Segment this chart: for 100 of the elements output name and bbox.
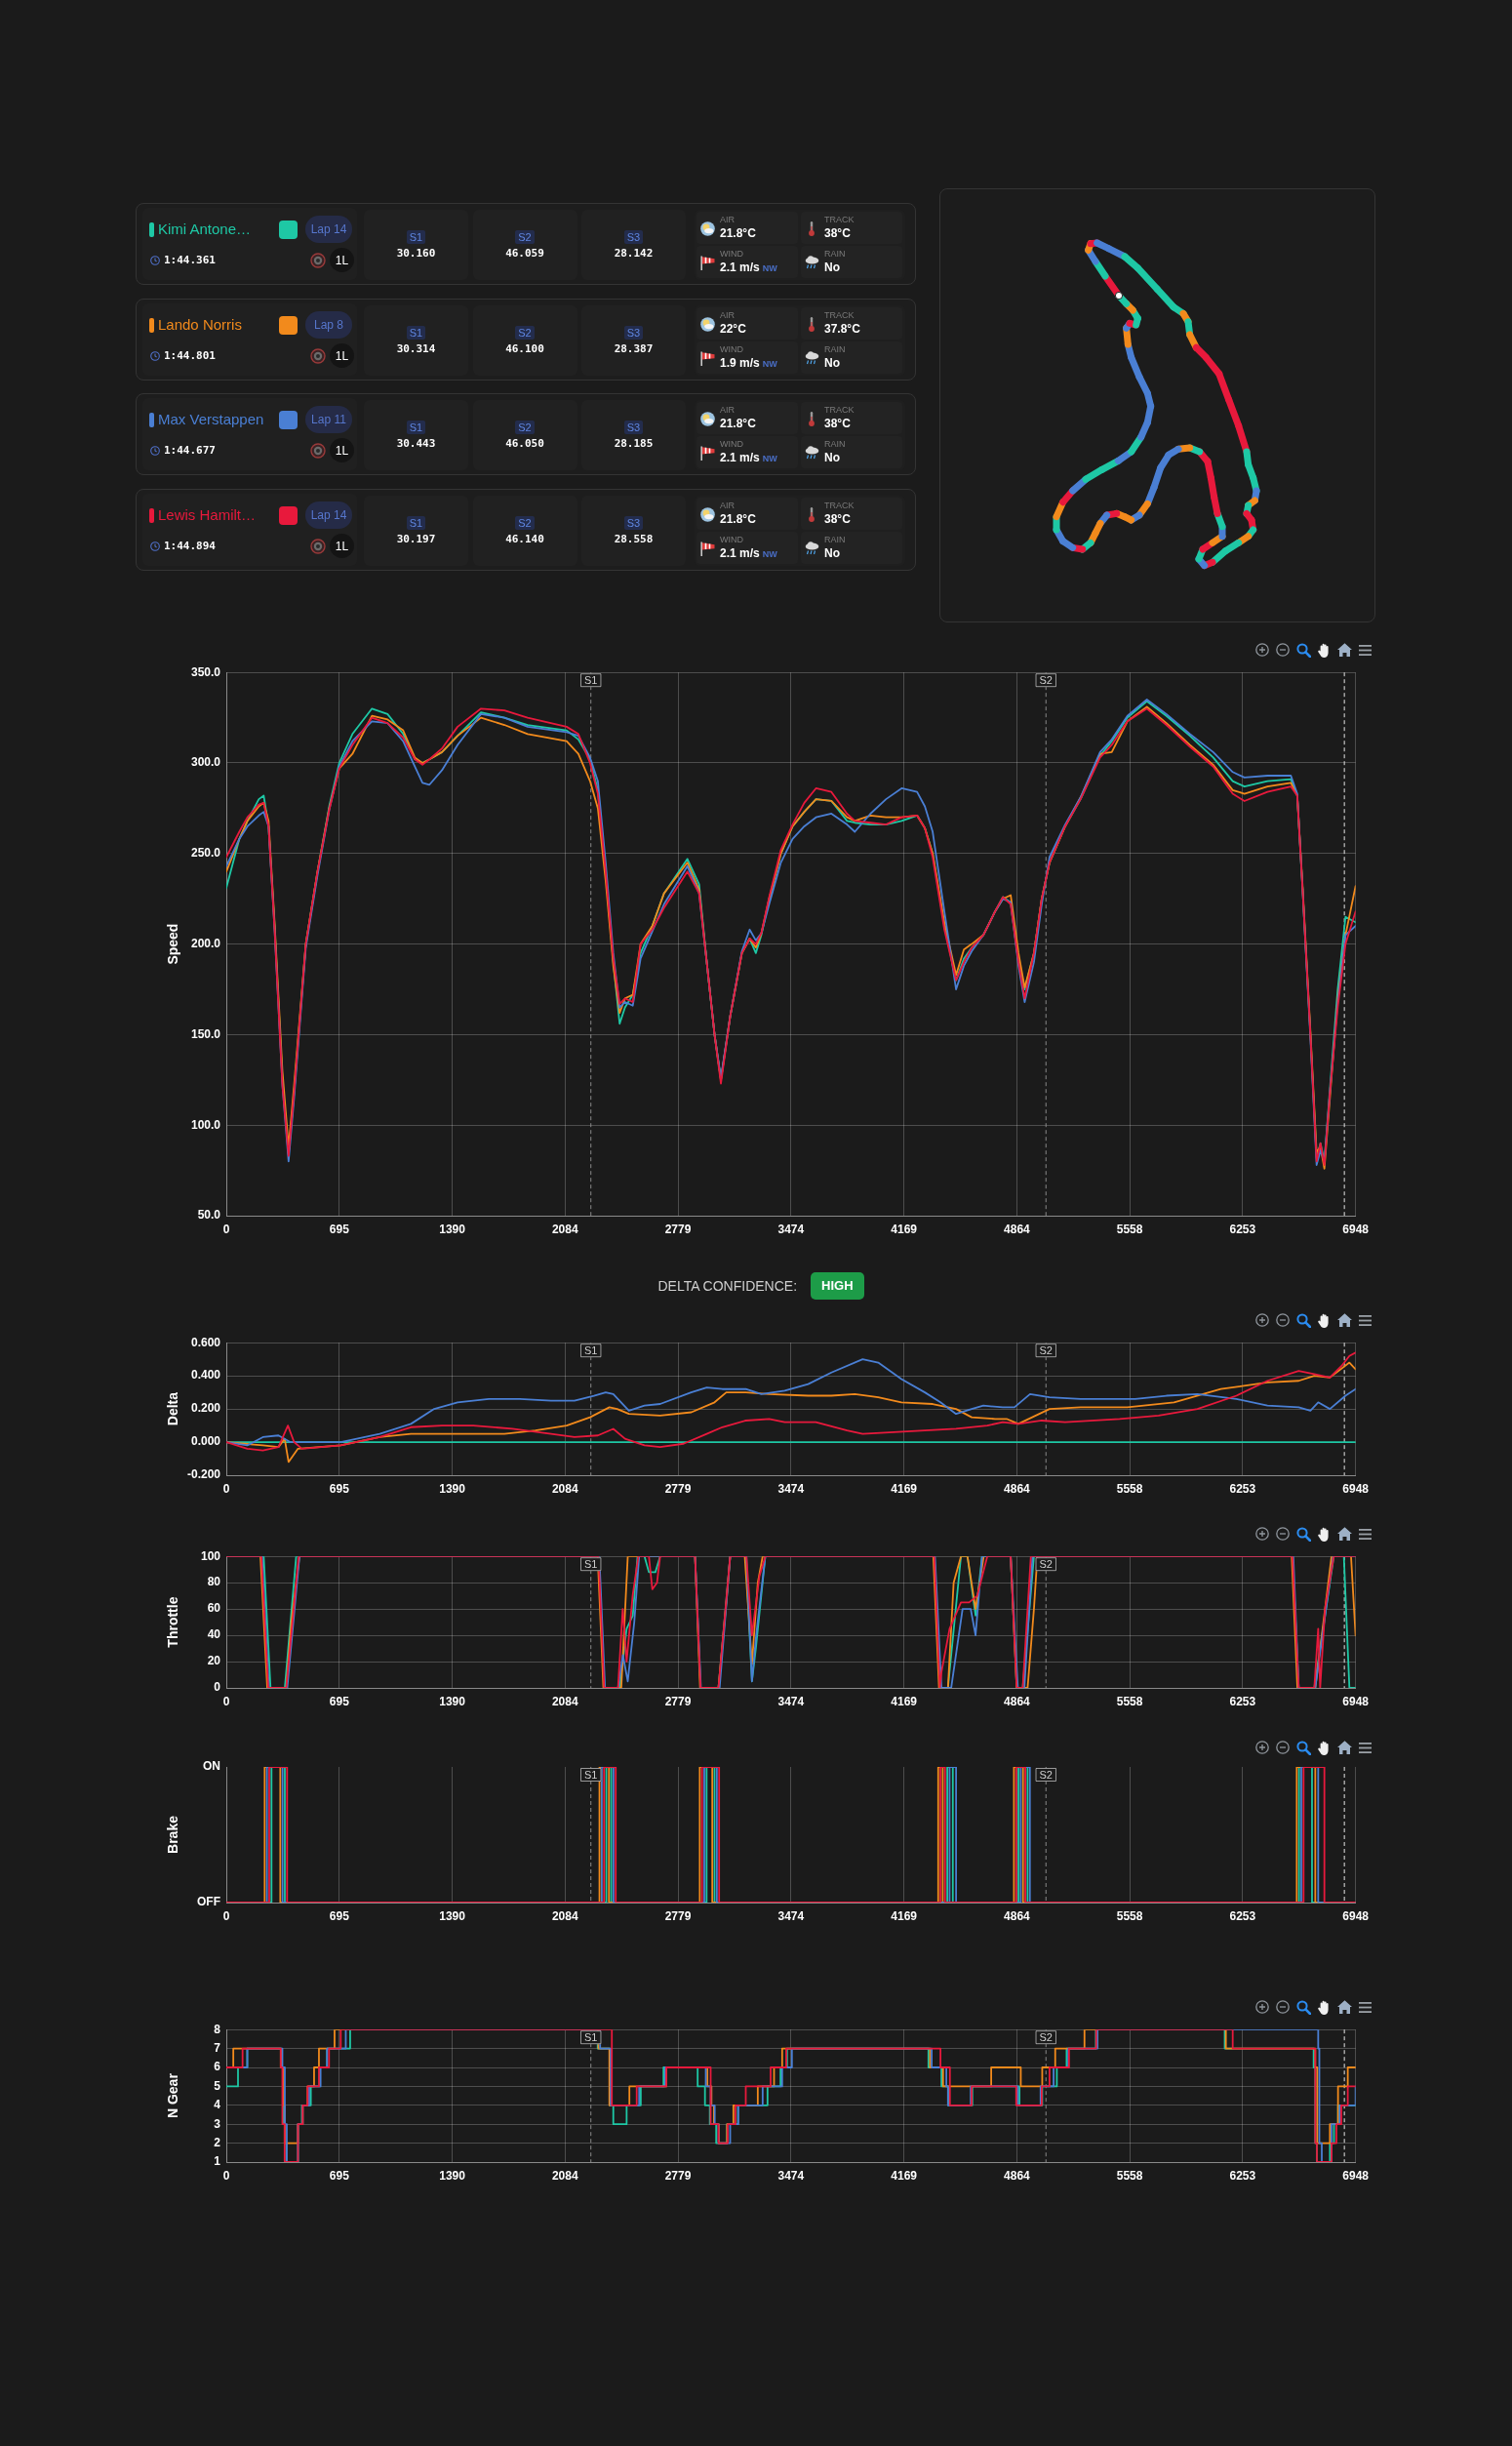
x-tick-label: 6948	[1342, 1908, 1370, 1923]
text: AIR	[720, 215, 736, 225]
y-tick-label: 50.0	[197, 1208, 221, 1223]
x-tick-label: 6948	[1342, 1694, 1370, 1708]
text: No	[824, 356, 840, 371]
x-tick-label: 2084	[551, 1694, 578, 1708]
text: S2	[515, 326, 535, 340]
text: No	[824, 546, 840, 561]
x-tick-label: 6253	[1229, 1222, 1256, 1236]
y-tick-label: 150.0	[190, 1026, 221, 1041]
text: Lap 8	[305, 311, 352, 339]
text: 46.059	[504, 246, 545, 261]
text: RAIN	[824, 535, 846, 545]
x-tick-label: 5558	[1116, 1222, 1143, 1236]
text: WIND	[720, 535, 743, 545]
y-tick-label: 8	[214, 2022, 221, 2036]
ref-line-label: S2	[1039, 1343, 1053, 1356]
y-tick-label: 0	[214, 1680, 221, 1695]
text: 38°C	[824, 226, 851, 241]
text: 1:44.677	[164, 443, 216, 459]
y-tick-label: 0.000	[190, 1434, 221, 1449]
text: S1	[406, 230, 426, 244]
x-tick-label: 5558	[1116, 1908, 1143, 1923]
text: No	[824, 261, 840, 275]
ref-line-label: S2	[1039, 1557, 1053, 1570]
text: 1L	[330, 343, 354, 368]
text: 21.8°C	[720, 512, 756, 527]
x-tick-label: 6948	[1342, 2168, 1370, 2183]
text: TRACK	[824, 310, 855, 321]
text: 1L	[330, 534, 354, 558]
text: S3	[623, 230, 644, 244]
x-tick-label: 2084	[551, 1222, 578, 1236]
text: S1	[406, 516, 426, 530]
y-tick-label: 3	[214, 2116, 221, 2131]
text: 2.1 m/s	[720, 261, 760, 274]
text: HIGH	[811, 1272, 864, 1300]
text: RAIN	[824, 249, 846, 260]
x-tick-label: 5558	[1116, 1694, 1143, 1708]
text: 46.050	[504, 436, 545, 452]
text: TRACK	[824, 501, 855, 511]
y-tick-label: 0.200	[190, 1401, 221, 1416]
x-tick-label: 695	[329, 1222, 350, 1236]
x-tick-label: 695	[329, 1694, 350, 1708]
x-tick-label: 1390	[439, 1694, 466, 1708]
text: 38°C	[824, 512, 851, 527]
y-tick-label: 200.0	[190, 936, 221, 950]
text: 1L	[330, 248, 354, 272]
x-tick-label: 2779	[664, 1908, 692, 1923]
text: NW	[762, 454, 777, 463]
text: Lando Norris	[158, 315, 242, 335]
y-tick-label: 1	[214, 2154, 221, 2169]
text: RAIN	[824, 439, 846, 450]
x-tick-label: 5558	[1116, 2168, 1143, 2183]
text: AIR	[720, 310, 736, 321]
text: Lewis Hamilt…	[158, 505, 257, 525]
text: 1:44.801	[164, 348, 216, 364]
text: 28.185	[613, 436, 655, 452]
text: WIND	[720, 249, 743, 260]
text: 21.8°C	[720, 417, 756, 431]
x-tick-label: 2779	[664, 2168, 692, 2183]
text: Max Verstappen	[158, 410, 264, 429]
text: 46.100	[504, 341, 545, 357]
y-tick-label: 300.0	[190, 755, 221, 770]
y-axis-title: Throttle	[165, 1596, 181, 1648]
text: 30.197	[395, 532, 437, 547]
text: 22°C	[720, 322, 746, 337]
text: NW	[762, 359, 777, 369]
text: S3	[623, 326, 644, 340]
y-tick-label: 100.0	[190, 1117, 221, 1132]
y-tick-label: 60	[207, 1601, 221, 1616]
y-axis-title: Speed	[165, 923, 181, 965]
text: 1:44.361	[164, 253, 216, 268]
text: S1	[406, 326, 426, 340]
text: 1:44.894	[164, 539, 216, 554]
x-tick-label: 2084	[551, 1481, 578, 1496]
ref-line-label: S2	[1039, 673, 1053, 686]
text: NW	[762, 263, 777, 273]
text: WIND	[720, 439, 743, 450]
text: 37.8°C	[824, 322, 860, 337]
x-tick-label: 1390	[439, 2168, 466, 2183]
text: 30.314	[395, 341, 437, 357]
y-tick-label: 6	[214, 2060, 221, 2074]
ref-line-label: S1	[583, 1557, 598, 1570]
y-tick-label: 5	[214, 2078, 221, 2093]
x-tick-label: 4864	[1004, 2168, 1031, 2183]
x-tick-label: 3474	[777, 1694, 805, 1708]
text: 2.1 m/s	[720, 546, 760, 560]
text: 21.8°C	[720, 226, 756, 241]
y-tick-label: 40	[207, 1627, 221, 1642]
text: RAIN	[824, 344, 846, 355]
text: S2	[515, 421, 535, 434]
x-tick-label: 1390	[439, 1908, 466, 1923]
y-tick-label: 4	[214, 2098, 221, 2112]
text: 28.558	[613, 532, 655, 547]
y-tick-label: 350.0	[190, 664, 221, 679]
text: S2	[515, 516, 535, 530]
text: S2	[515, 230, 535, 244]
text: S3	[623, 421, 644, 434]
text: 30.443	[395, 436, 437, 452]
y-axis-title: Brake	[165, 1815, 181, 1854]
